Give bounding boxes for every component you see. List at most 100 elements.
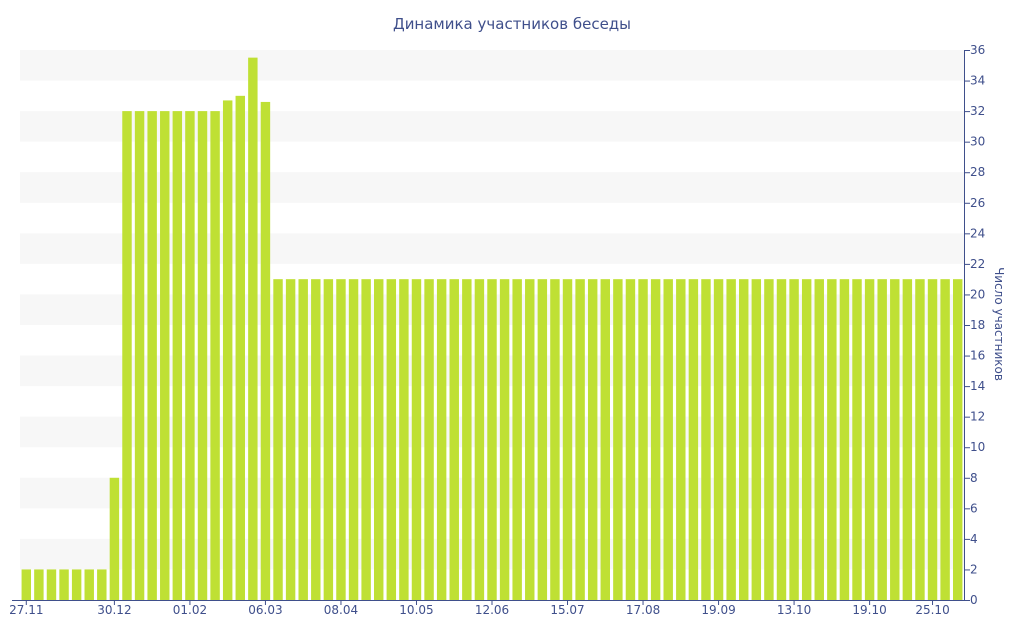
bar[interactable] [361, 279, 371, 600]
bar[interactable] [109, 477, 120, 600]
bar[interactable] [726, 279, 736, 600]
bar[interactable] [285, 279, 296, 600]
bar[interactable] [298, 279, 308, 600]
bar[interactable] [449, 279, 459, 600]
bar[interactable] [311, 279, 321, 600]
bar[interactable] [424, 279, 434, 600]
bar[interactable] [764, 279, 774, 600]
x-tick-label: 30.12 [97, 603, 131, 617]
bar[interactable] [739, 279, 749, 600]
bar[interactable] [638, 279, 648, 600]
bar[interactable] [487, 279, 497, 600]
bar[interactable] [952, 279, 963, 600]
bar[interactable] [374, 279, 384, 600]
bar[interactable] [260, 101, 271, 600]
bar[interactable] [789, 279, 799, 600]
bar[interactable] [436, 279, 447, 600]
bar[interactable] [839, 279, 850, 600]
bar[interactable] [562, 279, 573, 600]
y-tick-label: 32 [970, 104, 985, 118]
bar[interactable] [59, 569, 69, 600]
bar[interactable] [613, 279, 623, 600]
bar[interactable] [915, 279, 925, 600]
x-tick-label: 25.10 [915, 603, 949, 617]
bar[interactable] [814, 279, 824, 600]
y-tick-label: 4 [970, 532, 978, 546]
bar[interactable] [587, 279, 598, 600]
bar[interactable] [852, 279, 862, 600]
bar[interactable] [197, 111, 208, 601]
bar[interactable] [222, 100, 233, 601]
bar[interactable] [625, 279, 636, 600]
y-tick-label: 2 [970, 562, 978, 576]
bar[interactable] [701, 279, 711, 600]
bar[interactable] [864, 279, 875, 600]
bar[interactable] [336, 279, 346, 600]
y-tick-label: 10 [970, 440, 985, 454]
bar[interactable] [323, 279, 334, 600]
bar[interactable] [160, 111, 170, 601]
bar[interactable] [525, 279, 535, 600]
bar[interactable] [84, 569, 94, 600]
bar[interactable] [235, 95, 245, 600]
bar[interactable] [676, 279, 686, 600]
bar[interactable] [512, 279, 522, 600]
bar[interactable] [273, 279, 283, 600]
x-tick-label: 10.05 [399, 603, 433, 617]
bar[interactable] [462, 279, 472, 600]
x-tick-label: 19.10 [852, 603, 886, 617]
bar[interactable] [600, 279, 610, 600]
bar[interactable] [650, 279, 661, 600]
bar[interactable] [399, 279, 409, 600]
bar[interactable] [248, 57, 258, 600]
bar[interactable] [877, 279, 887, 600]
y-tick-label: 12 [970, 410, 985, 424]
bar[interactable] [210, 111, 220, 601]
bar[interactable] [34, 569, 44, 600]
bar[interactable] [348, 279, 359, 600]
bar[interactable] [172, 111, 183, 601]
bar[interactable] [713, 279, 724, 600]
bar[interactable] [134, 111, 145, 601]
bar[interactable] [902, 279, 913, 600]
x-tick-label: 17.08 [626, 603, 660, 617]
bar[interactable] [927, 279, 938, 600]
x-tick-label: 06.03 [248, 603, 282, 617]
bar[interactable] [474, 279, 485, 600]
x-tick-label: 15.07 [550, 603, 584, 617]
grid-band [20, 50, 964, 81]
y-tick-label: 20 [970, 287, 985, 301]
bar[interactable] [575, 279, 585, 600]
bar[interactable] [147, 111, 157, 601]
chart-title: Динамика участников беседы [393, 15, 631, 33]
bar[interactable] [185, 111, 195, 601]
bar[interactable] [97, 569, 107, 600]
bar[interactable] [386, 279, 397, 600]
y-tick-label: 30 [970, 135, 985, 149]
y-tick-label: 6 [970, 501, 978, 515]
bar[interactable] [21, 569, 32, 600]
y-tick-label: 34 [970, 74, 985, 88]
x-tick-label: 12.06 [475, 603, 509, 617]
bar[interactable] [751, 279, 762, 600]
bar[interactable] [537, 279, 548, 600]
bar[interactable] [550, 279, 560, 600]
bar[interactable] [827, 279, 837, 600]
bar[interactable] [776, 279, 787, 600]
bar[interactable] [122, 111, 132, 601]
y-tick-label: 8 [970, 471, 978, 485]
bar[interactable] [688, 279, 699, 600]
bar[interactable] [801, 279, 812, 600]
bar[interactable] [46, 569, 57, 600]
bar[interactable] [71, 569, 82, 600]
y-tick-label: 0 [970, 593, 978, 607]
bar[interactable] [411, 279, 422, 600]
bar[interactable] [940, 279, 950, 600]
y-axis-title: Число участников [992, 267, 1006, 381]
bar[interactable] [890, 279, 900, 600]
bar[interactable] [499, 279, 510, 600]
bar[interactable] [663, 279, 673, 600]
